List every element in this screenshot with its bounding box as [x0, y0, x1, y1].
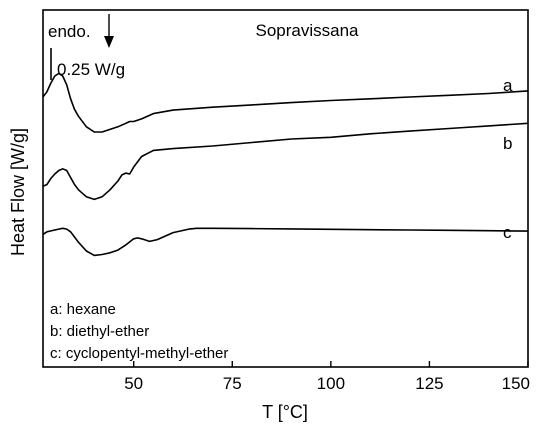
- endo-label: endo.: [48, 22, 91, 41]
- endo-arrow-head: [104, 36, 114, 48]
- chart-title: Sopravissana: [255, 21, 359, 40]
- x-axis-title: T [°C]: [262, 402, 308, 422]
- series-line-c: [42, 227, 529, 257]
- x-tick-label: 150: [502, 374, 530, 393]
- curve-label-c: c: [503, 223, 512, 242]
- legend-item-cyclopentyl-methyl-ether: c: cyclopentyl-methyl-ether: [50, 345, 228, 362]
- x-tick-label: 100: [317, 374, 345, 393]
- legend-item-diethyl-ether: b: diethyl-ether: [50, 323, 149, 340]
- series-curves: [42, 72, 529, 257]
- curve-label-b: b: [503, 134, 512, 153]
- legend-item-hexane: a: hexane: [50, 301, 116, 318]
- scale-bar-label: 0.25 W/g: [57, 60, 125, 79]
- series-line-b: [42, 122, 529, 201]
- curve-label-a: a: [503, 76, 513, 95]
- x-ticks: 50 75 100 125 150: [124, 361, 530, 393]
- plot-frame: [42, 9, 529, 368]
- x-tick-label: 75: [223, 374, 242, 393]
- x-tick-label: 50: [124, 374, 143, 393]
- y-axis-title: Heat Flow [W/g]: [8, 128, 28, 256]
- series-line-a: [42, 72, 529, 133]
- x-tick-label: 125: [415, 374, 443, 393]
